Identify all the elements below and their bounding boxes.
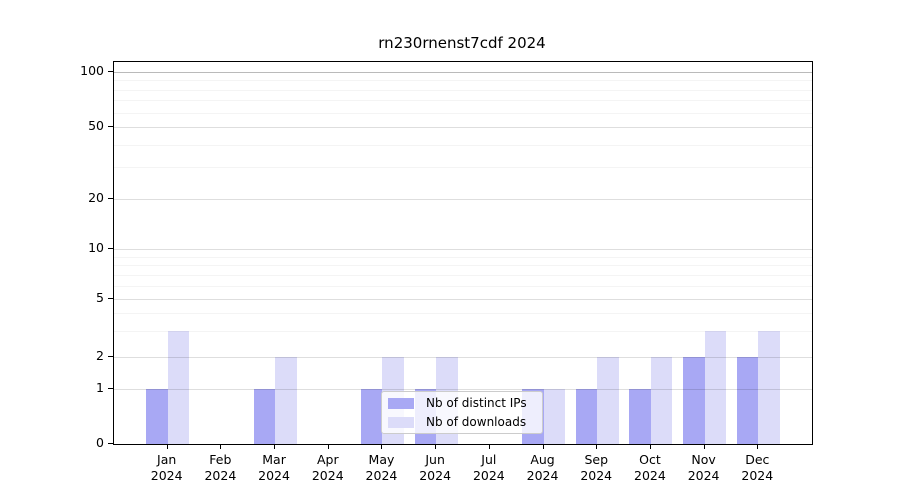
bar-downloads-oct [650,357,673,444]
gridline-minor [114,100,812,101]
gridline-minor [114,90,812,91]
gridline-major [114,72,812,73]
y-tick-label: 5 [96,290,104,305]
bar-downloads-dec [758,331,780,444]
x-tick-label: Sep 2024 [580,452,613,483]
x-tick-mark [757,444,759,449]
x-tick-mark [327,444,329,449]
gridline-major [114,389,812,390]
gridline-minor [114,257,812,258]
gridline-major [114,199,812,200]
gridline-minor [114,286,812,287]
legend-label-downloads: Nb of downloads [426,415,527,429]
gridline-minor [114,313,812,314]
bar-distinct-ips-dec [736,357,759,444]
x-tick-mark [435,444,437,449]
bar-distinct-ips-sep [575,389,598,444]
legend-swatch-downloads-icon [388,416,414,428]
y-tick-mark [108,71,113,72]
y-tick-mark [108,388,113,389]
gridline-minor [114,265,812,266]
x-tick-label: Nov 2024 [687,452,720,483]
x-tick-mark [381,444,383,449]
x-tick-label: Oct 2024 [634,452,666,483]
y-tick-mark [108,443,113,444]
x-tick-mark [649,444,651,449]
y-tick-mark [108,126,113,127]
legend: Nb of distinct IPs Nb of downloads [381,391,543,434]
plot-area [113,61,813,445]
x-tick-label: May 2024 [365,452,398,483]
chart-title: rn230rnenst7cdf 2024 [378,34,546,52]
x-tick-label: Jul 2024 [472,452,505,483]
bar-downloads-nov [704,331,727,444]
y-tick-mark [108,298,113,299]
x-tick-label: Jan 2024 [150,452,183,483]
gridline-major [114,249,812,250]
gridline-major [114,299,812,300]
x-tick-mark [166,444,168,449]
bar-downloads-sep [597,357,619,444]
legend-item-distinct-ips: Nb of distinct IPs [382,395,542,411]
y-tick-mark [108,198,113,199]
bar-distinct-ips-jan [146,389,168,444]
y-tick-label: 50 [88,118,104,133]
y-tick-label: 100 [80,63,104,78]
y-tick-label: 1 [96,380,104,395]
bar-distinct-ips-oct [629,389,651,444]
x-tick-label: Apr 2024 [311,452,344,483]
gridline-minor [114,275,812,276]
x-tick-label: Feb 2024 [204,452,237,483]
x-tick-label: Jun 2024 [419,452,452,483]
y-tick-label: 2 [96,348,104,363]
gridline-minor [114,331,812,332]
y-tick-label: 10 [88,240,104,255]
x-tick-mark [596,444,598,449]
legend-swatch-distinct-ips-icon [388,397,414,409]
x-tick-mark [488,444,490,449]
x-tick-label: Mar 2024 [258,452,290,483]
y-tick-mark [108,248,113,249]
gridline-major [114,357,812,358]
x-tick-mark [274,444,276,449]
x-tick-label: Aug 2024 [526,452,559,483]
gridline-minor [114,80,812,81]
legend-item-downloads: Nb of downloads [382,414,542,430]
gridline-minor [114,113,812,114]
bar-downloads-jan [167,331,190,444]
x-tick-mark [703,444,705,449]
y-tick-label: 20 [88,190,104,205]
gridline-minor [114,167,812,168]
legend-label-distinct-ips: Nb of distinct IPs [426,396,527,410]
bar-downloads-aug [543,389,566,444]
bar-distinct-ips-nov [683,357,705,444]
x-tick-mark [220,444,222,449]
x-tick-mark [542,444,544,449]
y-tick-label: 0 [96,435,104,450]
bar-distinct-ips-may [360,389,383,444]
bar-downloads-mar [275,357,297,444]
bar-distinct-ips-mar [253,389,276,444]
x-tick-label: Dec 2024 [741,452,774,483]
gridline-minor [114,145,812,146]
gridline-major [114,127,812,128]
y-tick-mark [108,356,113,357]
